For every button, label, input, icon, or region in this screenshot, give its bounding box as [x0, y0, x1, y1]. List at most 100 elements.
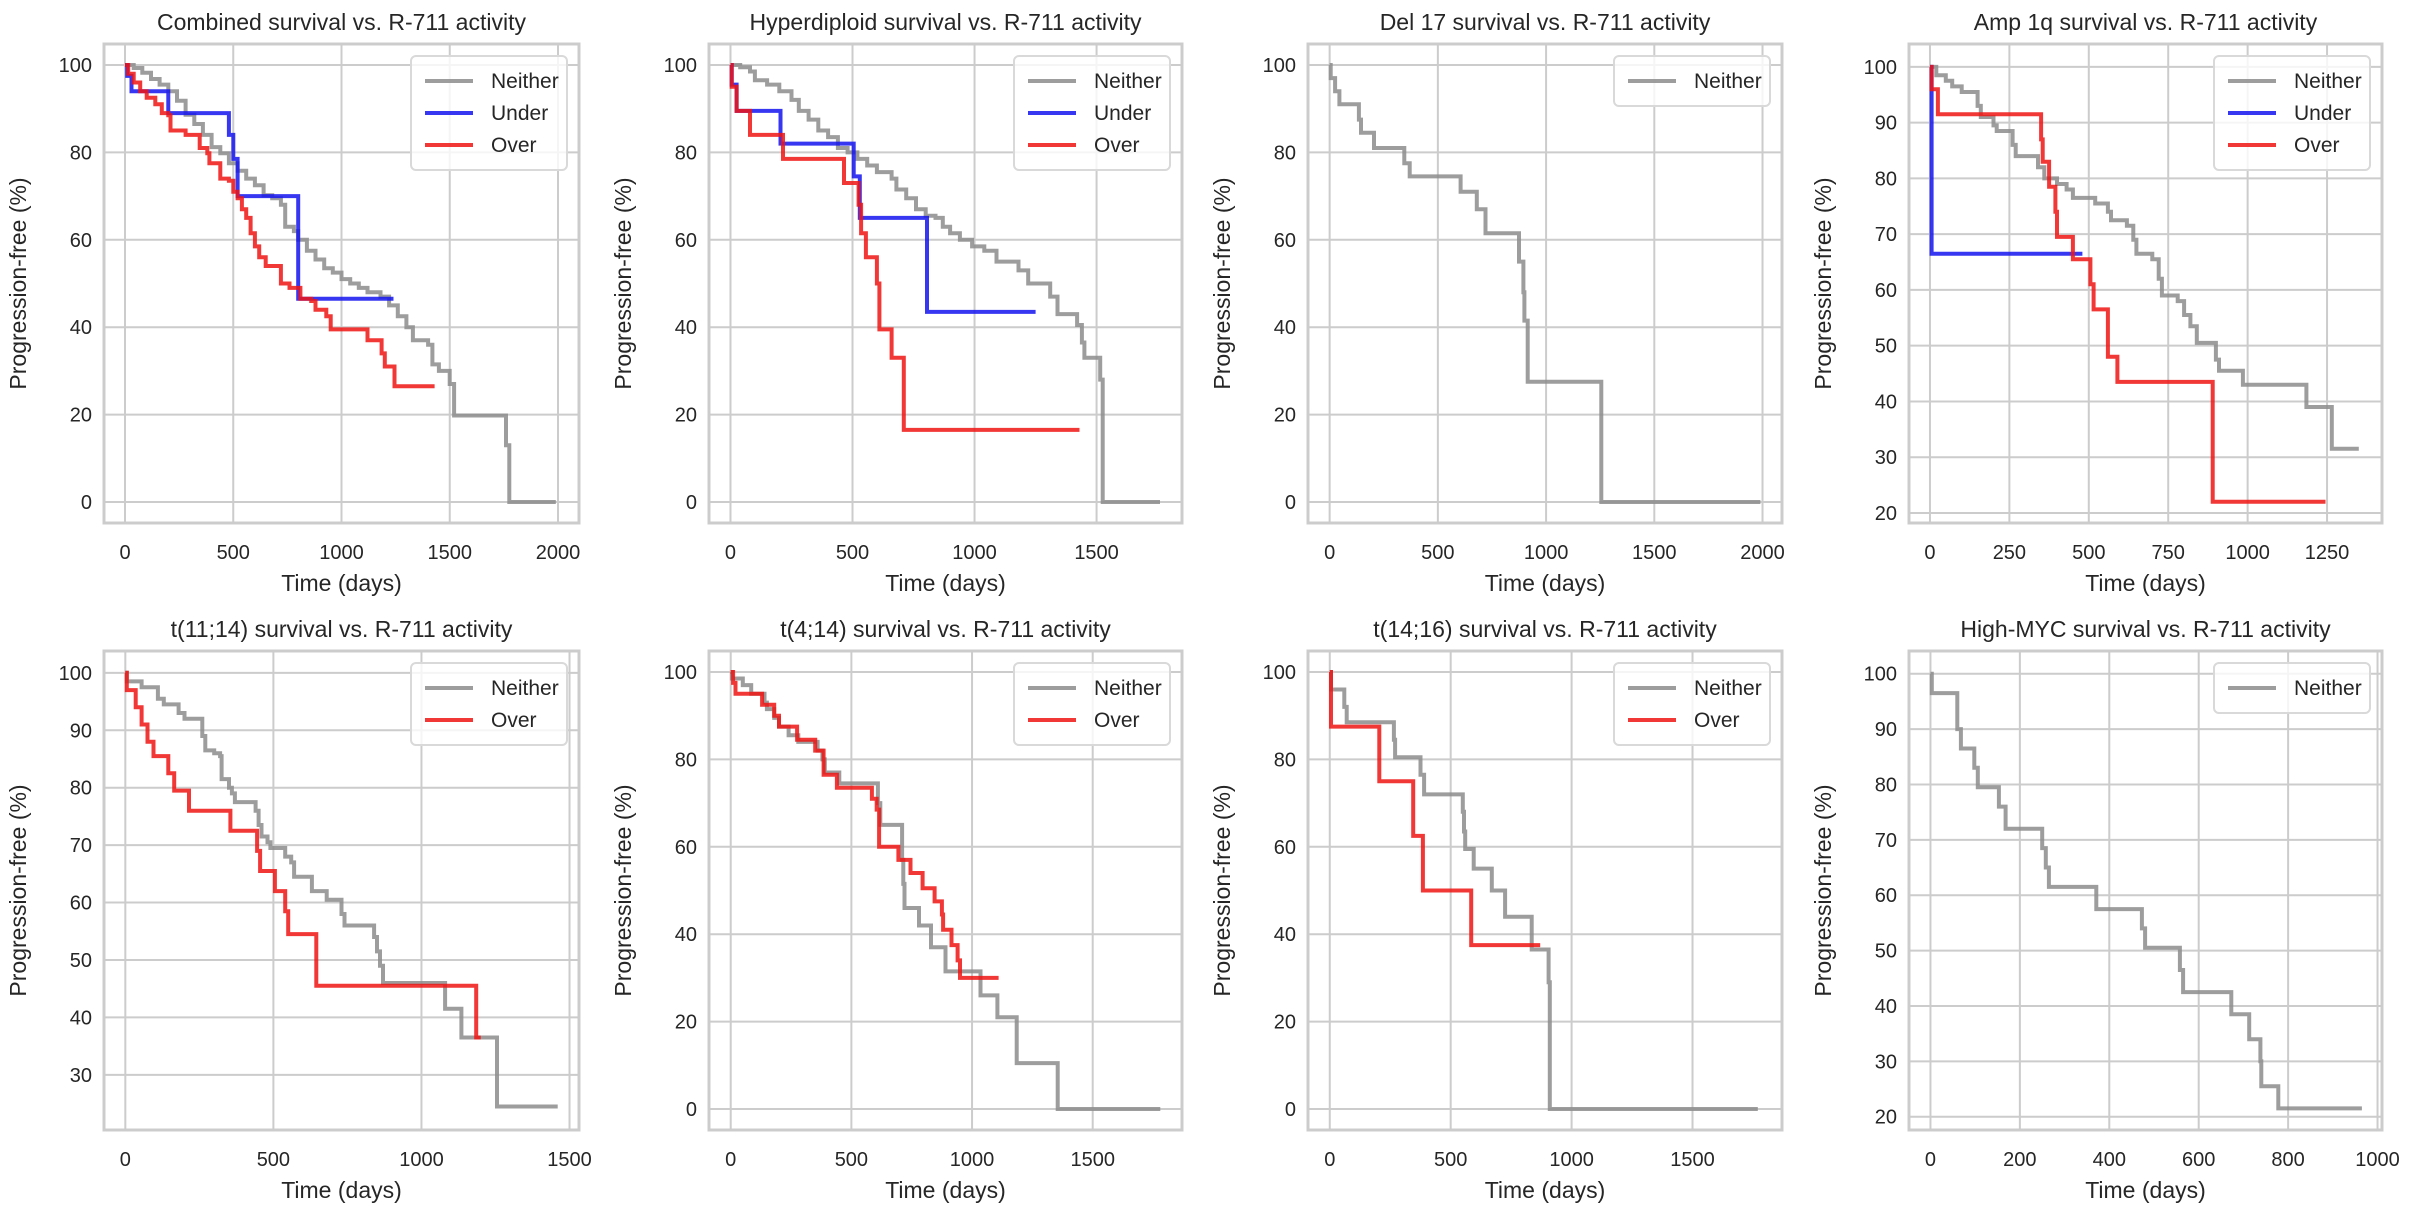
x-tick-label: 1000	[319, 542, 364, 564]
x-tick-label: 500	[217, 542, 250, 564]
y-tick-label: 30	[70, 1065, 92, 1087]
series-line-over	[730, 670, 999, 980]
x-tick-label: 500	[2072, 542, 2105, 564]
legend-label: Over	[1094, 709, 1140, 732]
legend: Neither Over	[1613, 662, 1771, 746]
subplot-panel: 0 500 1000 1500 2000 0 20 40 60 80 100 Del 17 survi…	[1209, 9, 1785, 596]
y-tick-label: 100	[1864, 57, 1897, 79]
legend-label: Over	[491, 709, 537, 732]
series-line-over	[1929, 64, 2326, 504]
x-tick-label: 1000	[950, 1149, 995, 1171]
series-line-under	[125, 63, 394, 301]
y-tick-label: 100	[664, 662, 697, 684]
legend-label: Over	[491, 134, 537, 157]
plot-frame	[102, 42, 581, 525]
legend-box	[2213, 662, 2371, 714]
x-tick-label: 0	[120, 1149, 131, 1171]
legend: Neither Over	[410, 662, 568, 746]
legend-box	[410, 55, 568, 171]
subplot-panel: 0 250 500 750 1000 1250 20 30 40 50 60 70 80 90 100 Amp…	[1810, 9, 2384, 596]
y-axis-label: Progression-free (%)	[610, 177, 636, 389]
legend: Neither	[1613, 55, 1771, 107]
x-axis-label: Time (days)	[281, 570, 402, 596]
y-tick-label: 20	[675, 405, 697, 427]
x-tick-label: 1000	[1549, 1149, 1594, 1171]
x-tick-label: 1250	[2305, 542, 2350, 564]
y-tick-label: 80	[1875, 774, 1897, 796]
y-tick-label: 40	[1274, 924, 1296, 946]
series-line-neither	[1328, 63, 1761, 504]
y-tick-label: 20	[1875, 1107, 1897, 1129]
y-tick-label: 60	[70, 893, 92, 915]
x-tick-label: 400	[2093, 1149, 2126, 1171]
y-tick-label: 60	[1274, 837, 1296, 859]
x-tick-label: 0	[119, 542, 130, 564]
y-tick-label: 60	[675, 230, 697, 252]
x-tick-label: 0	[1925, 1149, 1936, 1171]
x-tick-label: 1500	[1070, 1149, 1115, 1171]
x-tick-label: 0	[1324, 1149, 1335, 1171]
x-tick-label: 1500	[1670, 1149, 1715, 1171]
x-axis-label: Time (days)	[1485, 1177, 1606, 1203]
subplot-title: t(14;16) survival vs. R-711 activity	[1373, 616, 1717, 642]
series-line-over	[124, 670, 481, 1040]
series-line-neither	[1930, 64, 2359, 451]
y-tick-label: 80	[70, 778, 92, 800]
y-tick-label: 80	[675, 142, 697, 164]
y-tick-label: 20	[1875, 503, 1897, 525]
legend-label: Over	[2294, 134, 2340, 157]
subplot-panel: 0 500 1000 1500 30 40 50 60 70 80 90 100 t(11;14) su…	[5, 616, 592, 1203]
x-axis-label: Time (days)	[885, 570, 1006, 596]
legend: Neither Over	[1013, 662, 1171, 746]
subplot-title: Hyperdiploid survival vs. R-711 activity	[750, 9, 1142, 35]
legend-box	[1613, 55, 1771, 107]
x-tick-label: 1000	[399, 1149, 444, 1171]
x-tick-label: 500	[257, 1149, 290, 1171]
y-axis-label: Progression-free (%)	[1209, 784, 1235, 996]
subplot-title: t(11;14) survival vs. R-711 activity	[171, 616, 513, 642]
y-tick-label: 90	[1875, 113, 1897, 135]
legend-box	[2213, 55, 2371, 171]
x-tick-label: 1500	[1074, 542, 1119, 564]
legend: Neither Under Over	[410, 55, 568, 171]
legend-label: Under	[2294, 102, 2351, 125]
x-axis-label: Time (days)	[281, 1177, 402, 1203]
x-tick-label: 0	[1924, 542, 1935, 564]
plot-frame	[707, 649, 1184, 1132]
legend-label: Neither	[2294, 70, 2362, 93]
legend-label: Neither	[1094, 70, 1162, 93]
y-tick-label: 60	[1875, 280, 1897, 302]
y-tick-label: 100	[1263, 662, 1296, 684]
plot-frame	[1306, 42, 1784, 525]
x-tick-label: 750	[2152, 542, 2185, 564]
y-tick-label: 80	[70, 142, 92, 164]
x-tick-label: 0	[725, 542, 736, 564]
plot-frame	[1907, 42, 2384, 525]
legend-box	[410, 662, 568, 746]
y-tick-label: 50	[1875, 941, 1897, 963]
subplot-panel: 0 500 1000 1500 0 20 40 60 80 100 Hyperdiploid sur…	[610, 9, 1184, 596]
x-tick-label: 1000	[2355, 1149, 2400, 1171]
series-line-over	[1329, 670, 1541, 948]
legend-label: Neither	[1094, 677, 1162, 700]
y-tick-label: 40	[70, 1007, 92, 1029]
x-tick-label: 500	[835, 1149, 868, 1171]
series-line-neither	[729, 670, 1161, 1111]
series-line-neither	[124, 670, 558, 1109]
legend: Neither Under Over	[2213, 55, 2371, 171]
plot-frame	[102, 649, 581, 1132]
x-tick-label: 600	[2182, 1149, 2215, 1171]
legend: Neither Under Over	[1013, 55, 1171, 171]
y-tick-label: 50	[70, 950, 92, 972]
y-tick-label: 80	[1875, 168, 1897, 190]
y-tick-label: 40	[1274, 317, 1296, 339]
y-axis-label: Progression-free (%)	[1810, 784, 1836, 996]
y-tick-label: 100	[1864, 664, 1897, 686]
y-tick-label: 80	[1274, 142, 1296, 164]
y-tick-label: 20	[1274, 1012, 1296, 1034]
series-line-over	[729, 63, 1080, 432]
x-tick-label: 1500	[1632, 542, 1677, 564]
x-tick-label: 1000	[1524, 542, 1569, 564]
x-tick-label: 250	[1993, 542, 2026, 564]
subplot-panel: 0 500 1000 1500 2000 0 20 40 60 80 100 Combined sur…	[5, 9, 581, 596]
